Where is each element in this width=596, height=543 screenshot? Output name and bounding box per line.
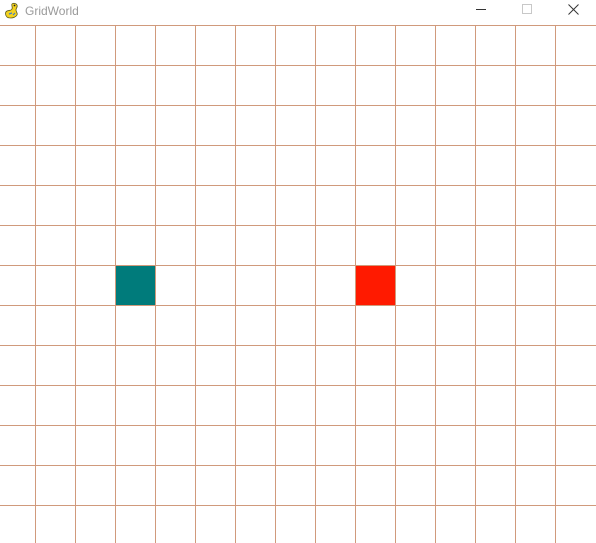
maximize-button[interactable] bbox=[504, 0, 550, 20]
pygame-snake-icon bbox=[4, 2, 20, 19]
window-title: GridWorld bbox=[25, 4, 79, 18]
minimize-button[interactable] bbox=[458, 0, 504, 20]
agent-cell bbox=[116, 266, 155, 305]
title-bar[interactable]: GridWorld bbox=[0, 0, 596, 22]
maximize-icon bbox=[522, 4, 532, 14]
grid-lines bbox=[0, 25, 596, 543]
close-button[interactable] bbox=[550, 0, 596, 20]
minimize-icon bbox=[476, 9, 486, 10]
goal-cell bbox=[356, 266, 395, 305]
close-icon bbox=[568, 4, 579, 15]
grid-board[interactable] bbox=[0, 25, 596, 543]
